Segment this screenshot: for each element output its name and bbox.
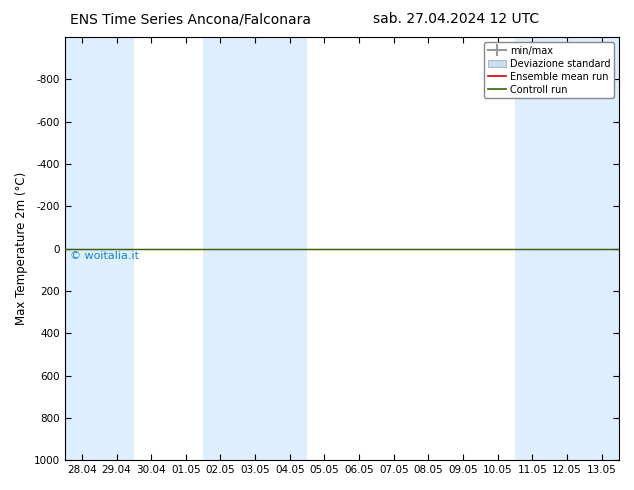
Text: ENS Time Series Ancona/Falconara: ENS Time Series Ancona/Falconara — [70, 12, 311, 26]
Legend: min/max, Deviazione standard, Ensemble mean run, Controll run: min/max, Deviazione standard, Ensemble m… — [484, 42, 614, 98]
Text: © woitalia.it: © woitalia.it — [70, 251, 139, 261]
Bar — [65, 37, 134, 460]
Bar — [550, 37, 619, 460]
Bar — [515, 37, 550, 460]
Bar — [203, 37, 307, 460]
Y-axis label: Max Temperature 2m (°C): Max Temperature 2m (°C) — [15, 172, 28, 325]
Text: sab. 27.04.2024 12 UTC: sab. 27.04.2024 12 UTC — [373, 12, 540, 26]
